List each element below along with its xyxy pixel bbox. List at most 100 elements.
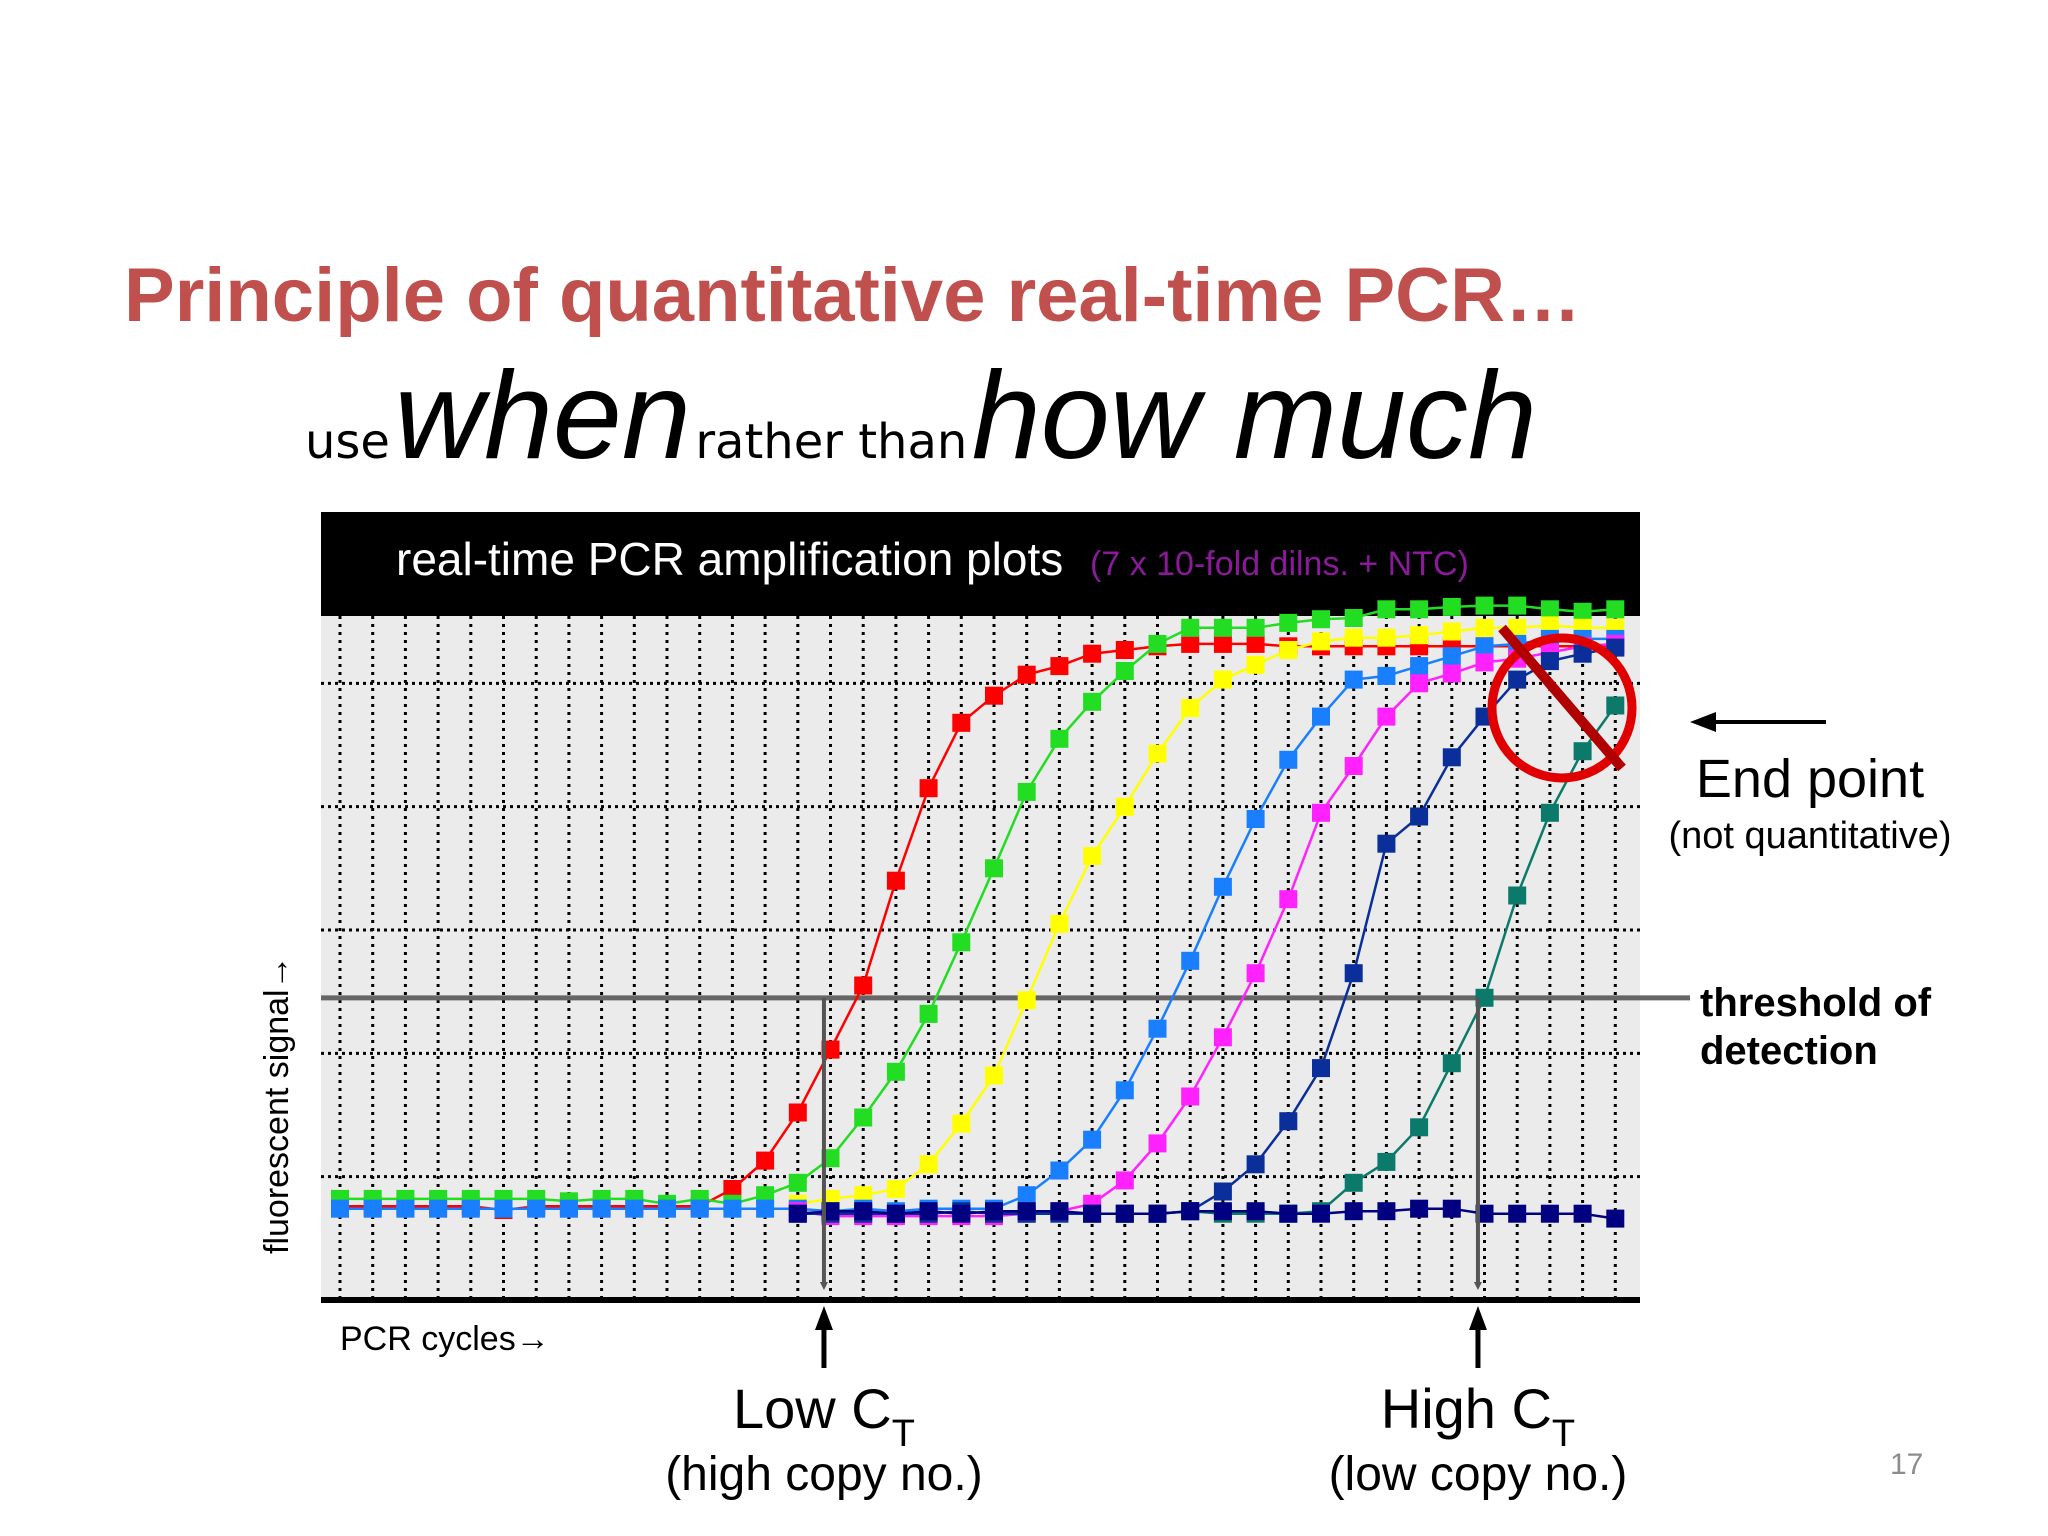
data-point-teal — [1410, 1118, 1429, 1137]
data-point-ntc — [952, 1204, 971, 1223]
data-point-ntc — [1508, 1204, 1527, 1223]
data-point-red — [1017, 665, 1036, 684]
data-point-red — [1115, 641, 1134, 659]
subtitle-how-much: how much — [971, 347, 1537, 485]
data-point-teal — [1508, 886, 1527, 905]
y-axis-label: fluorescent signal→ — [258, 955, 296, 1254]
data-point-green — [1442, 597, 1461, 616]
data-point-red — [756, 1151, 775, 1170]
data-point-yellow — [1083, 847, 1102, 865]
data-point-blue — [723, 1199, 742, 1218]
data-point-ntc — [1475, 1204, 1494, 1223]
data-point-teal — [1573, 742, 1592, 761]
data-point-green — [1148, 634, 1167, 653]
high-ct-label-main: High C — [1381, 1377, 1552, 1440]
data-point-ntc — [985, 1202, 1003, 1221]
data-point-red — [952, 713, 971, 732]
chart-title-bar — [321, 512, 1640, 616]
threshold-label-line-2: detection — [1700, 1029, 1878, 1073]
ct-annotations: Low CT(high copy no.)High CT(low copy no… — [665, 997, 1627, 1501]
data-point-teal — [1540, 803, 1559, 822]
data-point-red — [1083, 644, 1102, 663]
subtitle-when: when — [394, 347, 691, 485]
data-point-green — [1377, 600, 1396, 619]
data-point-green — [1573, 602, 1592, 621]
data-point-blue — [559, 1199, 578, 1218]
data-point-blue — [1442, 647, 1461, 666]
data-point-green — [1540, 600, 1559, 619]
data-point-red — [919, 779, 938, 798]
data-point-green — [919, 1004, 938, 1023]
low-ct-label-subscript: T — [892, 1413, 915, 1455]
data-point-magenta — [1344, 757, 1363, 775]
data-point-navy — [1344, 964, 1363, 983]
data-point-navy — [1508, 670, 1527, 689]
data-point-yellow — [1246, 655, 1265, 674]
data-point-ntc — [1083, 1204, 1102, 1223]
data-point-navy — [1279, 1112, 1298, 1131]
data-point-ntc — [1312, 1204, 1330, 1223]
chart-title-note: (7 x 10-fold dilns. + NTC) — [1090, 545, 1469, 583]
end-point-annotation: End point (not quantitative) — [1668, 712, 1952, 857]
data-point-yellow — [1148, 744, 1167, 763]
data-point-green — [886, 1062, 905, 1081]
data-point-blue — [331, 1199, 349, 1218]
end-point-label: End point — [1696, 749, 1924, 809]
data-point-magenta — [1213, 1028, 1232, 1047]
data-point-yellow — [1508, 618, 1527, 637]
data-point-blue — [1344, 670, 1363, 689]
data-point-ntc — [1246, 1202, 1265, 1221]
data-point-yellow — [919, 1155, 938, 1174]
data-point-red — [821, 1040, 840, 1059]
data-point-navy — [1540, 652, 1559, 671]
data-point-green — [854, 1108, 873, 1127]
data-point-ntc — [1410, 1199, 1429, 1218]
low-ct-label: Low CT — [733, 1377, 915, 1455]
data-point-yellow — [1344, 628, 1363, 647]
low-ct-note: (high copy no.) — [665, 1448, 983, 1501]
chart-title-main: real-time PCR amplification plots — [396, 533, 1063, 585]
series-line-blue — [340, 637, 1616, 1213]
end-point-note: (not quantitative) — [1668, 815, 1951, 857]
data-point-ntc — [1148, 1204, 1167, 1223]
data-point-ntc — [1115, 1204, 1134, 1223]
series-line-green — [340, 604, 1616, 1206]
data-point-blue — [1279, 750, 1298, 769]
data-point-yellow — [1213, 670, 1232, 689]
data-point-blue — [396, 1199, 415, 1218]
data-point-blue — [1213, 877, 1232, 896]
data-point-yellow — [1377, 628, 1396, 647]
data-point-ntc — [788, 1204, 807, 1223]
data-point-ntc — [886, 1204, 905, 1223]
data-point-blue — [363, 1199, 382, 1218]
data-point-teal — [1442, 1054, 1461, 1073]
data-point-ntc — [1213, 1202, 1232, 1221]
subtitle-use: use — [305, 414, 390, 470]
data-point-green — [1050, 729, 1069, 748]
high-ct-label: High CT — [1381, 1377, 1575, 1455]
data-point-magenta — [1312, 803, 1330, 822]
data-point-blue — [1017, 1186, 1036, 1205]
data-point-ntc — [1573, 1204, 1592, 1223]
data-point-red — [886, 871, 905, 890]
data-point-green — [788, 1173, 807, 1192]
data-point-teal — [1475, 988, 1494, 1007]
data-point-ntc — [1050, 1202, 1069, 1221]
data-point-blue — [1148, 1019, 1167, 1038]
data-point-magenta — [1410, 674, 1429, 693]
data-point-magenta — [1279, 890, 1298, 909]
data-point-ntc — [821, 1202, 840, 1221]
data-point-green — [1508, 596, 1527, 615]
data-point-navy — [1377, 834, 1396, 853]
data-point-green — [1017, 782, 1036, 801]
data-point-blue — [429, 1199, 448, 1218]
data-point-blue — [1050, 1161, 1069, 1180]
data-point-green — [1475, 596, 1494, 615]
data-point-red — [985, 686, 1003, 705]
data-point-red — [1050, 657, 1069, 676]
data-point-ntc — [1377, 1202, 1396, 1221]
data-point-blue — [592, 1199, 611, 1218]
data-point-green — [952, 933, 971, 952]
data-point-teal — [1344, 1173, 1363, 1192]
